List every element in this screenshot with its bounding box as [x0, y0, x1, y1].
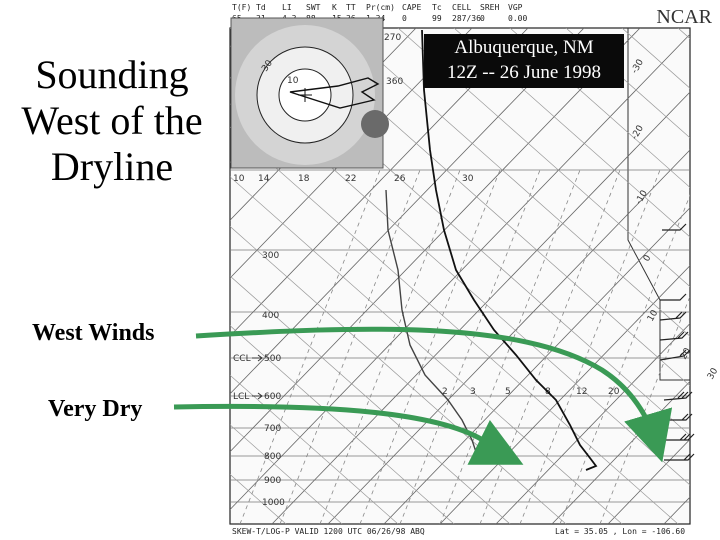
mr-low-20: 20: [608, 387, 620, 397]
hdr-name-1: Td: [256, 3, 266, 12]
hdr-name-0: T(F): [232, 3, 251, 12]
isotherm-line: [0, 28, 192, 524]
isotherm-line: [230, 28, 473, 279]
dry-adiabat-line: [230, 275, 511, 524]
dry-adiabat-line: [230, 176, 623, 524]
dry-adiabat-line: [397, 28, 690, 288]
dry-adiabat-line: [230, 523, 231, 524]
hdr-name-7: CAPE: [402, 3, 421, 12]
isotherm-line: [495, 322, 690, 524]
parcel-markers: CCL LCL: [233, 354, 263, 402]
slide-title: Sounding West of the Dryline: [2, 52, 222, 190]
hdr-val-10: 0: [480, 14, 485, 23]
hdr-val-8: 99: [432, 14, 442, 23]
pressure-label-600: 600: [264, 392, 281, 402]
isotherm-line: [0, 28, 80, 524]
location-line-2: 12Z -- 26 June 1998: [446, 61, 602, 83]
dry-adiabat-line: [509, 28, 690, 188]
mr-label-26: 26: [394, 174, 406, 184]
pressure-label-1000: 1000: [262, 498, 285, 508]
hdr-name-3: SWT: [306, 3, 321, 12]
hdr-name-8: Tc: [432, 3, 442, 12]
ccl-marker: CCL: [233, 354, 251, 364]
dry-adiabat-line: [230, 374, 399, 524]
mixing-ratio-labels: 10 14 18 22 26 30: [233, 174, 474, 184]
footer-valid: SKEW-T/LOG-P VALID 1200 UTC 06/26/98 ABQ: [232, 527, 425, 536]
mr-label-30: 30: [462, 174, 474, 184]
pressure-label-800: 800: [264, 452, 281, 462]
west-winds-label: West Winds: [32, 320, 155, 346]
isotherm-line: [327, 149, 690, 524]
isotherm-line: [230, 28, 641, 453]
pressure-label-700: 700: [264, 424, 281, 434]
wind-barbs: [659, 223, 695, 461]
dry-adiabat-line: [230, 424, 343, 524]
dry-adiabat-line: [341, 28, 690, 337]
hodo-ring-label-10: 10: [287, 76, 299, 86]
mr-low-5: 5: [505, 387, 511, 397]
isotherm-line: [0, 28, 136, 524]
location-line-1: Albuquerque, NM: [454, 37, 594, 58]
dry-adiabat-line: [565, 28, 690, 139]
west-winds-arrow: [195, 326, 673, 463]
hdr-name-5: TT: [346, 3, 356, 12]
isotherm-line: [607, 438, 690, 524]
dry-adiabat-line: [230, 325, 455, 524]
hdr-val-9: 287/36: [452, 14, 481, 23]
mr-low-2: 2: [442, 387, 448, 397]
mr-low-12: 12: [576, 387, 587, 397]
mr-low-3: 3: [470, 387, 476, 397]
hdr-name-6: Pr(cm): [366, 3, 395, 12]
hdr-name-4: K: [332, 3, 337, 12]
temperature-profile: [421, 29, 598, 471]
pressure-labels: 300 400 500 600 700 800 900 1000: [262, 251, 285, 508]
isotherm-label-0: 0: [642, 253, 654, 263]
isotherm-label-30: 30: [706, 366, 720, 381]
hdr-val-11: 0.00: [508, 14, 527, 23]
pressure-label-500: 500: [264, 354, 281, 364]
isotherm-line: [383, 207, 690, 524]
title-line-1: Sounding: [35, 52, 189, 97]
pressure-label-400: 400: [262, 311, 279, 321]
isotherm-line: [230, 28, 585, 395]
mr-label-10: 10: [233, 174, 245, 184]
mr-label-14: 14: [258, 174, 270, 184]
title-line-3: Dryline: [50, 144, 174, 189]
title-line-2: West of the: [21, 98, 203, 143]
footer-latlon: Lat = 35.05 , Lon = -106.60: [555, 527, 685, 536]
location-box: Albuquerque, NM 12Z -- 26 June 1998: [424, 34, 624, 88]
hodograph-inset: 10 30: [230, 17, 389, 169]
dry-adiabat-line: [453, 28, 690, 238]
hdr-val-7: 0: [402, 14, 407, 23]
pressure-label-900: 900: [264, 476, 281, 486]
isotherm-line: [230, 28, 529, 337]
isotherm-line: [230, 28, 249, 48]
ncar-watermark: NCAR: [656, 6, 712, 28]
theta-label-360: 360: [386, 77, 403, 87]
very-dry-label: Very Dry: [48, 396, 143, 422]
pressure-label-300: 300: [262, 251, 279, 261]
mr-label-18: 18: [298, 174, 310, 184]
very-dry-arrow: [173, 403, 524, 465]
hdr-name-11: VGP: [508, 3, 523, 12]
theta-label-270: 270: [384, 33, 401, 43]
mr-label-22: 22: [345, 174, 356, 184]
hdr-name-9: CELL: [452, 3, 471, 12]
lcl-marker: LCL: [233, 392, 249, 402]
hdr-name-10: SREH: [480, 3, 499, 12]
hdr-name-2: LI: [282, 3, 292, 12]
isotherm-line: [230, 33, 690, 511]
isotherm-line: [271, 91, 690, 524]
